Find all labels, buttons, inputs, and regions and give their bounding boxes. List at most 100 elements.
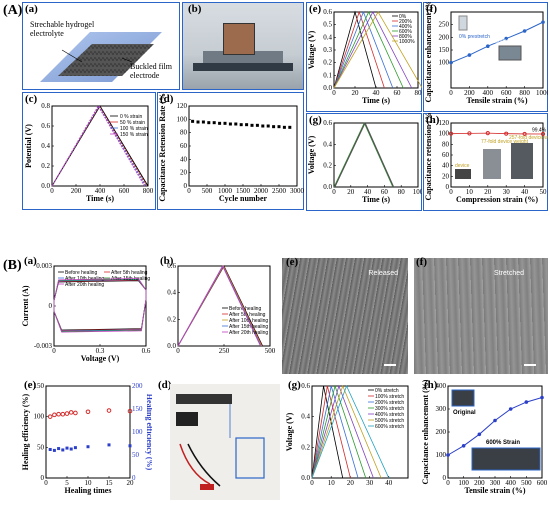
x-tick-label: 800 bbox=[143, 187, 154, 195]
series-line bbox=[450, 132, 544, 135]
x-tick-label: 0.3 bbox=[96, 347, 105, 355]
legend-entry: 100% stretch bbox=[375, 394, 404, 400]
data-point-blue bbox=[86, 445, 90, 449]
x-tick-label: 0 bbox=[187, 187, 191, 195]
y-tick-label: 0.6 bbox=[323, 119, 332, 127]
x-tick-label: 0 bbox=[332, 89, 336, 97]
x-tick-label: 80 bbox=[415, 89, 423, 97]
x-tick-label: 60 bbox=[394, 89, 402, 97]
y-tick-label: 0.6 bbox=[167, 262, 176, 270]
y2-tick-label: 100 bbox=[132, 428, 143, 436]
x-tick-label: 30 bbox=[366, 479, 374, 487]
data-point-blue bbox=[52, 448, 56, 452]
data-point-red bbox=[52, 412, 57, 418]
series-line bbox=[333, 11, 422, 89]
data-point-blue bbox=[69, 447, 73, 451]
data-point-blue bbox=[48, 447, 52, 451]
data-point bbox=[540, 131, 546, 137]
x-tick-label: 20 bbox=[127, 479, 135, 487]
series-line bbox=[334, 122, 394, 188]
data-point bbox=[504, 36, 508, 41]
data-point-blue bbox=[73, 446, 77, 450]
y-tick-label: 80 bbox=[442, 140, 450, 148]
panel-label-B-a: (a) bbox=[24, 255, 37, 267]
data-point bbox=[201, 120, 205, 124]
y-tick-label: 100 bbox=[177, 115, 188, 123]
y-tick-label: 0.3 bbox=[323, 46, 332, 54]
data-point-red bbox=[60, 411, 66, 417]
supercapacitor-schematic bbox=[40, 32, 162, 82]
legend-entry: 500% stretch bbox=[375, 418, 404, 424]
series-line bbox=[333, 11, 404, 89]
x-axis-title: Tensile strain (%) bbox=[464, 486, 525, 495]
data-point-blue bbox=[65, 446, 69, 450]
x-tick-label: 0 bbox=[176, 347, 180, 355]
legend-entry: 600% stretch bbox=[375, 424, 404, 430]
stretching-device-photo bbox=[183, 3, 303, 89]
y-tick-label: 0.0 bbox=[167, 342, 176, 350]
x-tick-label: 20 bbox=[484, 188, 492, 196]
y-tick-label: 300 bbox=[436, 405, 447, 413]
panel-label-B-f: (f) bbox=[416, 256, 427, 268]
panel-label-A-e: (e) bbox=[309, 3, 322, 15]
series-line bbox=[311, 384, 367, 479]
annotation: 99.4% bbox=[532, 128, 547, 134]
x-tick-label: 0 bbox=[332, 188, 336, 196]
data-point bbox=[223, 121, 227, 125]
device-photo-stretched bbox=[498, 45, 522, 61]
panel-label-A-h: (h) bbox=[426, 114, 440, 126]
data-point bbox=[446, 453, 450, 457]
y-tick-label: 20 bbox=[180, 169, 188, 177]
y-tick-label: 0.0 bbox=[41, 182, 50, 190]
y-axis-title: Current (A) bbox=[21, 285, 30, 326]
y-tick-label: 0.003 bbox=[36, 262, 52, 270]
x-tick-label: 250 bbox=[219, 347, 230, 355]
series-line bbox=[333, 122, 394, 188]
legend-entry: Before healing bbox=[229, 306, 261, 312]
y-tick-label: 0.4 bbox=[301, 413, 310, 421]
x-axis-title: Time (s) bbox=[362, 96, 390, 105]
data-point bbox=[541, 20, 545, 24]
x-axis-title: Cycle number bbox=[219, 194, 268, 203]
series-line bbox=[333, 11, 413, 89]
y-tick-label: 0.0 bbox=[323, 183, 332, 191]
x-tick-label: 500 bbox=[202, 187, 213, 195]
released-caption: Released bbox=[368, 270, 398, 277]
panel-label-A-f: (f) bbox=[426, 3, 437, 15]
x-tick-label: 0 bbox=[449, 89, 453, 97]
x-tick-label: 100 bbox=[458, 479, 469, 487]
chart-A-h: 0 10 20 30 40 50 0 20 40 60 80 100 120 Compression st… bbox=[424, 113, 548, 204]
data-point-blue bbox=[128, 444, 132, 448]
data-point-red bbox=[106, 408, 112, 413]
data-point bbox=[448, 131, 454, 136]
data-point bbox=[524, 400, 529, 404]
x-tick-label: 600 bbox=[537, 479, 548, 487]
x-tick-label: 400 bbox=[95, 187, 106, 195]
series-line bbox=[333, 10, 377, 89]
x-axis-title: Tensile strain (%) bbox=[466, 96, 527, 105]
x-tick-label: 3000 bbox=[290, 187, 304, 195]
weight-photo-77 bbox=[483, 149, 501, 179]
legend-entry: 1000% bbox=[399, 39, 415, 45]
x-axis-title: Voltage (V) bbox=[81, 354, 120, 363]
x-tick-label: 5 bbox=[65, 479, 69, 487]
x-tick-label: 40 bbox=[521, 188, 529, 196]
scale-bar bbox=[384, 364, 396, 366]
y-tick-label: 0.2 bbox=[41, 162, 50, 170]
y-tick-label: 0 bbox=[443, 474, 447, 482]
plot-frame bbox=[311, 385, 409, 479]
y2-tick-label: 150 bbox=[132, 405, 143, 413]
data-point bbox=[218, 121, 222, 125]
data-point-blue bbox=[57, 447, 61, 451]
panel-label-B-e-chart: (e) bbox=[24, 379, 37, 391]
panel-label-A-a: (a) bbox=[25, 3, 38, 15]
y-axis-title: Capacitance enhancement (%) bbox=[424, 2, 433, 102]
x-tick-label: 20 bbox=[347, 188, 355, 196]
panel-label-A-c: (c) bbox=[25, 93, 38, 105]
data-point bbox=[261, 124, 265, 128]
x-tick-label: 300 bbox=[490, 479, 501, 487]
y-tick-label: 0.2 bbox=[323, 162, 332, 170]
y-tick-label: 50 bbox=[37, 443, 45, 451]
x-tick-label: 0 bbox=[52, 347, 56, 355]
